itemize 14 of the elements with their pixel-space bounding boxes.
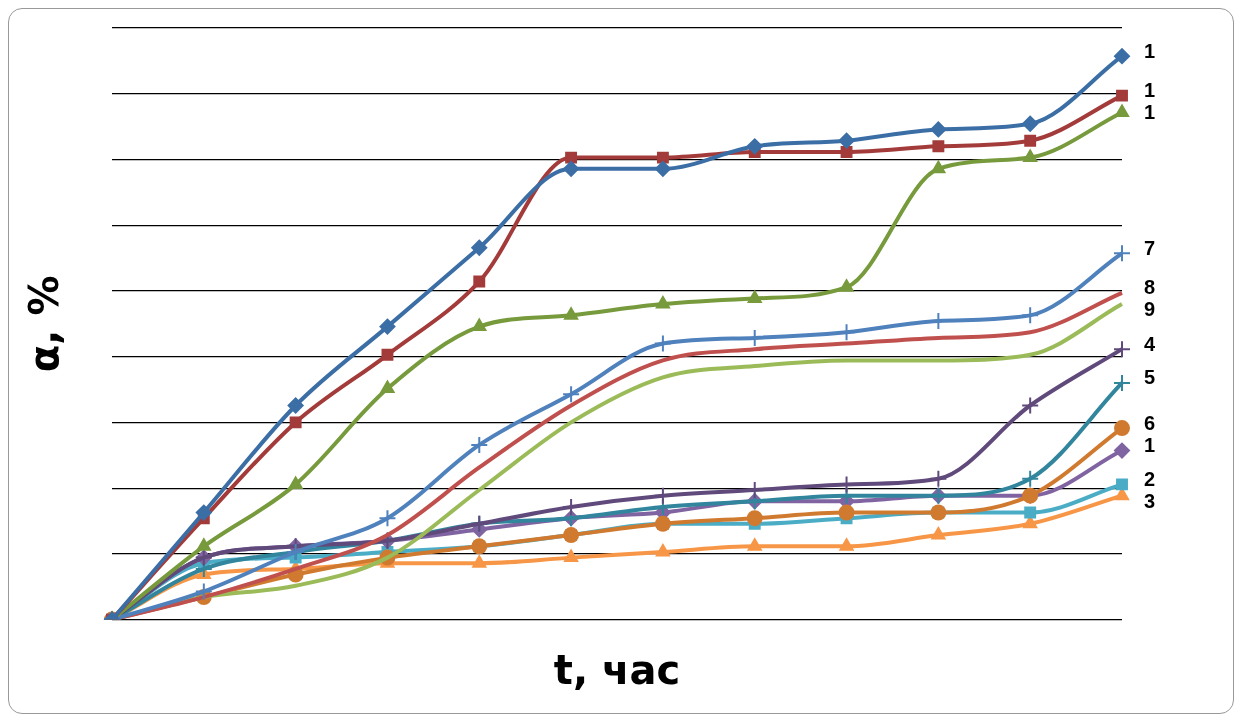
series-label: 6 [1144, 411, 1156, 434]
series-label: 2 [1144, 467, 1156, 490]
series-label: 5 [1144, 366, 1156, 389]
series-label: 1 [1144, 101, 1156, 124]
series-label: 4 [1144, 332, 1156, 355]
series-label: 8 [1144, 276, 1156, 299]
series-label: 1 [1144, 434, 1156, 457]
series-label: 1 [1144, 39, 1156, 62]
series-label: 3 [1144, 489, 1156, 512]
series-label: 9 [1144, 298, 1156, 321]
series-label: 7 [1144, 236, 1156, 259]
series-label: 1 [1144, 79, 1156, 102]
x-axis-title: t, час [553, 647, 681, 694]
y-axis-title: α, % [21, 275, 68, 373]
